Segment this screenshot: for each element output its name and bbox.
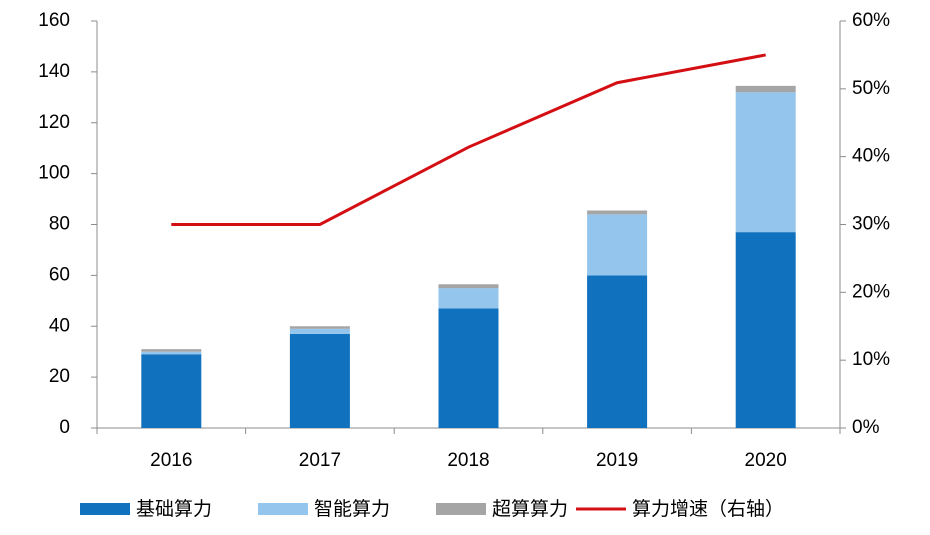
y2-tick-label: 0% [852, 417, 880, 438]
y-tick-label: 0 [59, 417, 70, 438]
bar [141, 349, 202, 352]
y-tick-label: 40 [49, 315, 70, 336]
x-tick-label: 2020 [745, 450, 787, 471]
x-tick-label: 2016 [150, 450, 192, 471]
y2-tick-label: 30% [852, 214, 890, 235]
legend-label: 超算算力 [492, 498, 568, 520]
y2-tick-label: 40% [852, 146, 890, 167]
y-tick-label: 140 [38, 61, 70, 82]
line-series [171, 53, 766, 226]
x-tick-label: 2019 [596, 450, 638, 471]
y-tick-label: 20 [49, 366, 70, 387]
y2-tick-label: 20% [852, 281, 890, 302]
bar [141, 351, 202, 355]
bar [587, 275, 648, 428]
legend-swatch [436, 503, 486, 515]
legend-swatch [80, 503, 130, 515]
bar [735, 92, 796, 233]
bar [438, 284, 499, 289]
bar [587, 214, 648, 276]
legend-swatch [258, 503, 308, 515]
bar [289, 326, 350, 329]
bar [438, 308, 499, 428]
bar [735, 85, 796, 93]
bar [289, 333, 350, 428]
y2-tick-label: 10% [852, 349, 890, 370]
x-tick-label: 2017 [299, 450, 341, 471]
y-tick-label: 100 [38, 163, 70, 184]
y-tick-label: 60 [49, 264, 70, 285]
bar [587, 210, 648, 215]
bar [735, 232, 796, 428]
bar [141, 354, 202, 428]
y2-tick-label: 50% [852, 78, 890, 99]
bar [289, 328, 350, 334]
legend-label: 智能算力 [314, 498, 390, 520]
bar [438, 288, 499, 309]
y-tick-label: 80 [49, 214, 70, 235]
legend-label: 基础算力 [136, 498, 212, 520]
legend-label: 算力增速（右轴） [632, 498, 784, 520]
y-tick-label: 120 [38, 112, 70, 133]
y2-tick-label: 60% [852, 10, 890, 31]
y-tick-label: 160 [38, 10, 70, 31]
x-tick-label: 2018 [447, 450, 489, 471]
